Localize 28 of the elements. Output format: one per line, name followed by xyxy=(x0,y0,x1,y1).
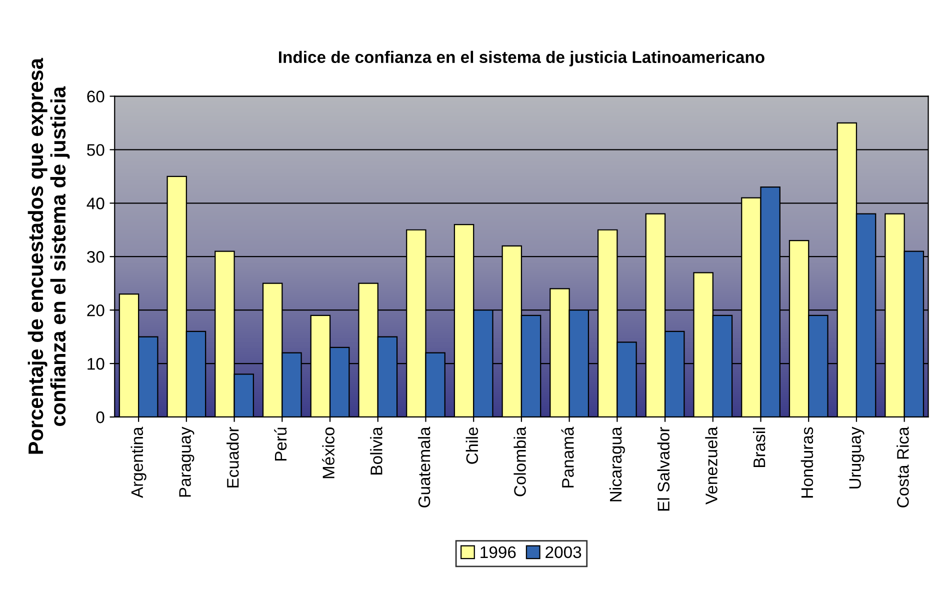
x-tick-label: El Salvador xyxy=(657,426,670,511)
x-tick-label: Bolivia xyxy=(370,426,382,474)
chart-title: Indice de confianza en el sistema de justicia Latinoamericano xyxy=(278,50,764,66)
x-tick-label: Costa Rica xyxy=(896,426,909,508)
legend-label: 2003 xyxy=(546,546,582,558)
x-tick-label: Honduras xyxy=(800,427,814,498)
y-tick-label: 0 xyxy=(96,411,104,424)
x-tick-label: Guatemala xyxy=(418,426,430,508)
x-tick-label: Brasil xyxy=(752,428,766,468)
x-tick-label: Panamá xyxy=(561,426,574,488)
x-tick-label: Paraguay xyxy=(179,426,194,497)
x-tick-label: Argentina xyxy=(130,426,146,498)
x-tick-label: Uruguay xyxy=(849,426,864,488)
x-tick-label: Venezuela xyxy=(705,426,718,504)
x-tick-label: Perú xyxy=(274,428,287,461)
y-tick-label: 50 xyxy=(87,144,104,156)
y-axis-title: Porcentaje de encuestados que expresa confianza en el sistema de justicia xyxy=(28,58,70,454)
y-tick-label: 40 xyxy=(86,198,104,210)
x-tick-label: México xyxy=(322,427,334,478)
x-tick-label: Nicaragua xyxy=(609,426,625,502)
x-tick-label: Ecuador xyxy=(226,426,239,488)
y-tick-label: 60 xyxy=(87,90,104,102)
x-tick-label: Colombia xyxy=(514,426,526,496)
y-tick-label: 20 xyxy=(87,304,104,316)
x-tick-label: Chile xyxy=(466,427,478,464)
y-tick-label: 30 xyxy=(87,251,104,263)
y-tick-label: 10 xyxy=(88,358,104,370)
legend-label: 1996 xyxy=(480,546,516,558)
